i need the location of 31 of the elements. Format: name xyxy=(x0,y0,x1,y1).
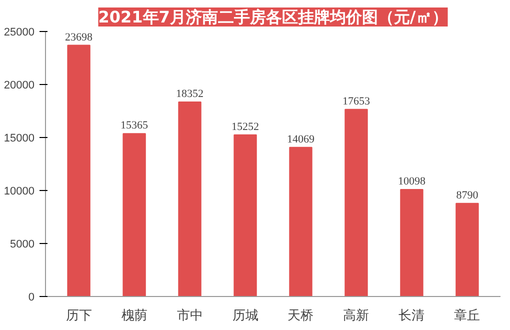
y-tick-label: 10000 xyxy=(4,186,35,198)
y-tick-label: 5000 xyxy=(10,238,35,250)
y-tick-label: 20000 xyxy=(4,80,35,92)
data-label: 23698 xyxy=(65,31,94,44)
y-tick-label: 0 xyxy=(28,292,35,304)
chart-title: 2021年7月济南二手房各区挂牌均价图（元/㎡） xyxy=(98,8,448,26)
y-tick-label: 15000 xyxy=(4,132,35,144)
x-tick-label: 历下 xyxy=(66,308,92,322)
data-label: 17653 xyxy=(342,95,370,108)
data-label: 15365 xyxy=(120,120,149,132)
x-tick-label: 天桥 xyxy=(288,308,314,322)
data-label: 10098 xyxy=(398,175,426,188)
x-tick-label: 章丘 xyxy=(454,308,480,322)
bar xyxy=(122,133,146,296)
data-label: 15252 xyxy=(232,120,260,133)
bar xyxy=(289,146,312,296)
data-label: 18352 xyxy=(176,88,204,100)
x-tick-label: 槐荫 xyxy=(121,308,148,322)
bar xyxy=(178,101,202,296)
data-label: 8790 xyxy=(456,189,479,202)
bar xyxy=(234,134,257,296)
x-tick-label: 高新 xyxy=(343,308,370,322)
y-tick-label: 25000 xyxy=(4,26,35,38)
bar xyxy=(344,108,368,296)
data-label: 14069 xyxy=(286,133,315,146)
x-tick-label: 长清 xyxy=(398,308,425,322)
bar xyxy=(400,188,424,296)
x-tick-label: 历城 xyxy=(232,308,258,322)
x-tick-label: 市中 xyxy=(176,308,203,322)
bar xyxy=(67,44,90,296)
bar xyxy=(456,202,479,296)
